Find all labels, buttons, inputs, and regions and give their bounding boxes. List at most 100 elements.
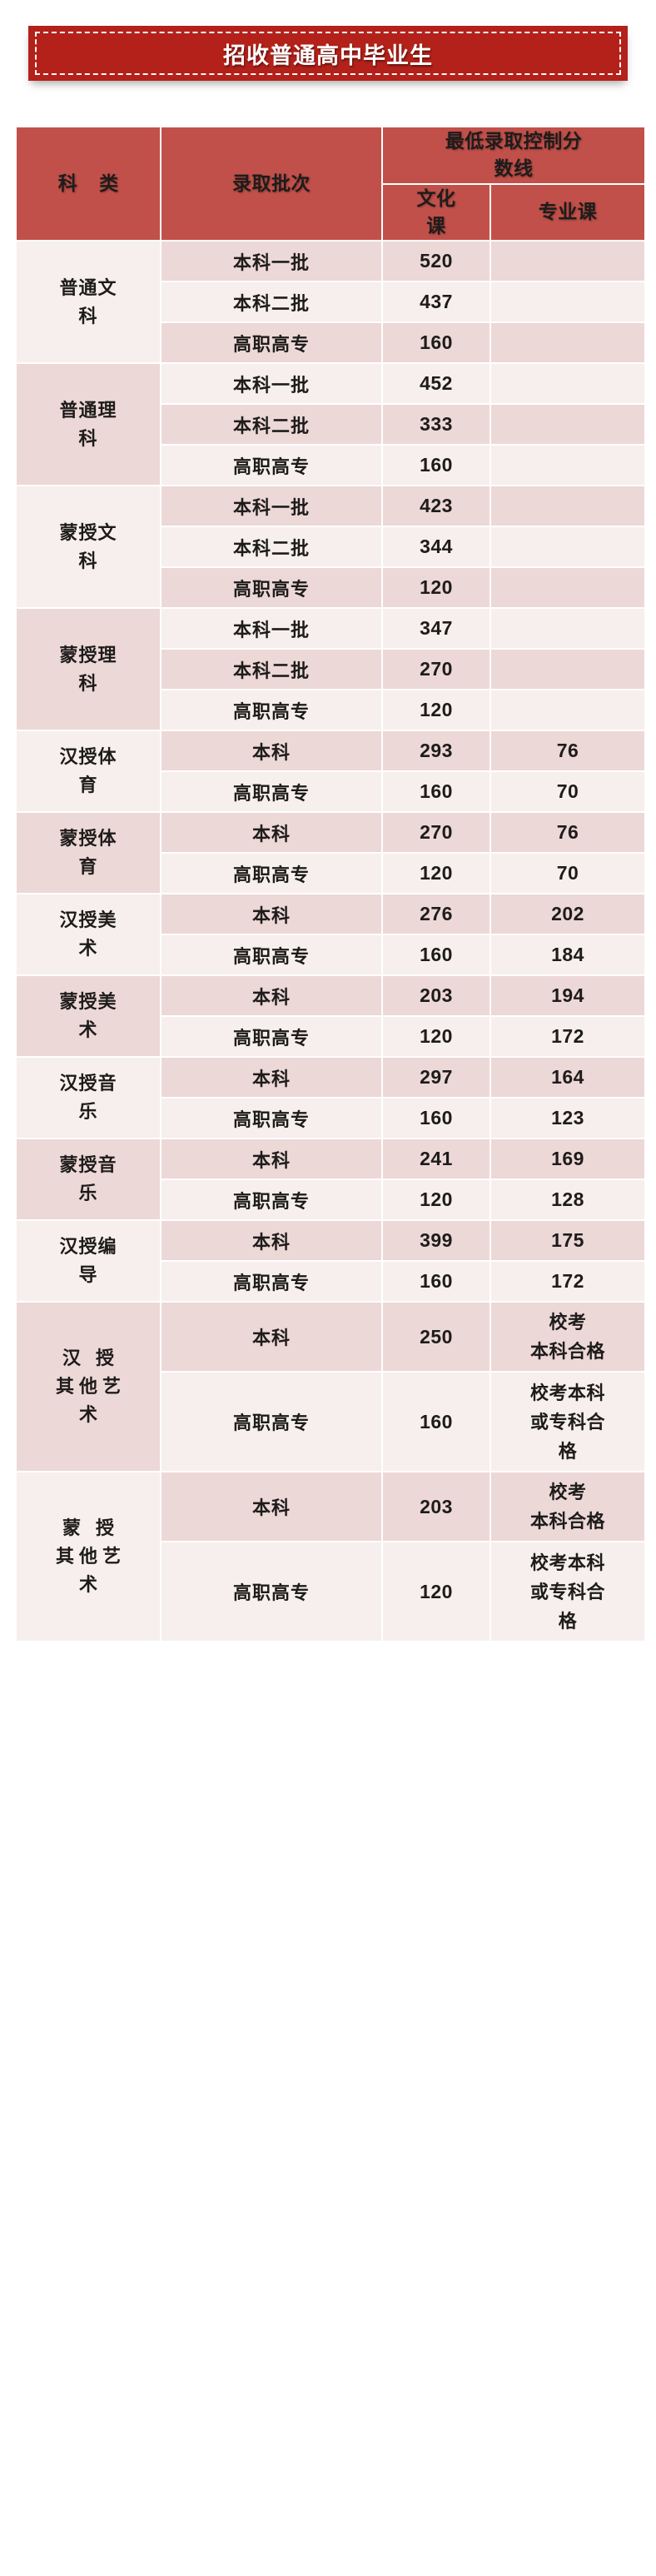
table-row: 蒙授理科本科一批 347 bbox=[17, 609, 644, 730]
category-cell: 汉授体育 bbox=[17, 731, 160, 812]
culture-score-cell: 160 bbox=[383, 446, 490, 486]
batch-cell: 本科 bbox=[162, 1221, 381, 1261]
table-body: 普通文科本科一批 520 本科二批 437 高职高专 160 普通理科本科一批 452 本科二批… bbox=[17, 242, 644, 1642]
culture-score-cell: 120 bbox=[383, 1180, 490, 1220]
category-cell: 蒙 授其他艺术 bbox=[17, 1472, 160, 1642]
category-label-line: 普通理 bbox=[59, 399, 117, 421]
category-label-line: 汉授编 bbox=[59, 1236, 117, 1258]
category-label-line: 汉授音 bbox=[59, 1073, 117, 1094]
category-label-line: 蒙授文 bbox=[59, 521, 117, 543]
category-cell: 普通文科 bbox=[17, 242, 160, 363]
page-title: 招收普通高中毕业生 bbox=[223, 42, 433, 68]
major-score-cell bbox=[491, 364, 644, 404]
batch-cell: 高职高专 bbox=[162, 1180, 381, 1220]
category-label-line: 科 bbox=[78, 550, 98, 571]
header-row-2: 文化 课 专业课 bbox=[17, 184, 644, 241]
header-score-group-line1: 最低录取控制分 bbox=[445, 130, 583, 152]
table-row: 普通文科本科一批 520 bbox=[17, 242, 644, 363]
banner-dashed-frame: 招收普通高中毕业生 bbox=[35, 32, 621, 75]
category-label-line: 蒙授音 bbox=[59, 1154, 117, 1176]
major-score-cell bbox=[491, 486, 644, 526]
category-label-line: 术 bbox=[78, 938, 98, 959]
batch-cell: 本科一批 bbox=[162, 242, 381, 282]
culture-score-cell: 120 bbox=[383, 690, 490, 730]
banner-container: 招收普通高中毕业生 bbox=[0, 0, 656, 81]
category-cell: 蒙授体育 bbox=[17, 813, 160, 894]
batch-cell: 本科一批 bbox=[162, 609, 381, 649]
category-label-line: 育 bbox=[78, 856, 98, 878]
score-table-container: 科 类 录取批次 最低录取控制分 数线 文化 课 专业课 普通文科本科一批 520… bbox=[0, 81, 656, 1664]
table-header: 科 类 录取批次 最低录取控制分 数线 文化 课 专业课 bbox=[17, 127, 644, 241]
batch-cell: 高职高专 bbox=[162, 1262, 381, 1302]
table-row: 高职高专 160 123 bbox=[17, 1099, 644, 1139]
batch-cell: 本科 bbox=[162, 731, 381, 771]
table-row: 汉授编导本科 399 175 bbox=[17, 1221, 644, 1302]
category-label-line: 术 bbox=[78, 1574, 102, 1596]
culture-score-cell: 437 bbox=[383, 282, 490, 322]
batch-cell: 本科 bbox=[162, 976, 381, 1016]
header-score-group: 最低录取控制分 数线 bbox=[383, 127, 644, 183]
major-label-line: 格 bbox=[558, 1610, 578, 1632]
header-major-score: 专业课 bbox=[491, 184, 644, 241]
batch-cell: 本科 bbox=[162, 813, 381, 853]
culture-score-cell: 423 bbox=[383, 486, 490, 526]
major-score-cell: 校考 本科合格 bbox=[491, 1303, 644, 1372]
header-row-1: 科 类 录取批次 最低录取控制分 数线 bbox=[17, 127, 644, 241]
category-label-line: 蒙 授 bbox=[62, 1517, 120, 1539]
major-score-cell bbox=[491, 242, 644, 282]
culture-score-cell: 120 bbox=[383, 1542, 490, 1642]
table-row: 高职高专 160 bbox=[17, 323, 644, 363]
major-score-cell bbox=[491, 650, 644, 690]
culture-score-cell: 160 bbox=[383, 1262, 490, 1302]
category-label-line: 汉授体 bbox=[59, 746, 117, 768]
category-cell: 汉 授其他艺术 bbox=[17, 1303, 160, 1472]
category-label-line: 汉 授 bbox=[62, 1348, 120, 1369]
table-row: 高职高专 120 校考本科 或专科合格 bbox=[17, 1542, 644, 1642]
culture-score-cell: 520 bbox=[383, 242, 490, 282]
category-label-line: 蒙授体 bbox=[59, 828, 117, 850]
table-row: 汉授体育本科 293 76 bbox=[17, 731, 644, 812]
category-label-line: 科 bbox=[78, 427, 98, 449]
category-label-line: 其他艺 bbox=[55, 1546, 126, 1567]
category-label-line: 术 bbox=[78, 1019, 98, 1041]
culture-score-cell: 160 bbox=[383, 935, 490, 975]
header-score-group-line2: 数线 bbox=[494, 157, 534, 180]
batch-cell: 本科 bbox=[162, 1303, 381, 1372]
table-row: 本科二批 270 bbox=[17, 650, 644, 690]
major-score-cell: 172 bbox=[491, 1262, 644, 1302]
major-label-line: 或专科合 bbox=[529, 1581, 605, 1602]
category-cell: 汉授美术 bbox=[17, 894, 160, 975]
category-label-line: 蒙授理 bbox=[59, 644, 117, 665]
batch-cell: 高职高专 bbox=[162, 1373, 381, 1472]
major-label-line: 格 bbox=[558, 1440, 578, 1462]
category-label-line: 术 bbox=[78, 1404, 102, 1426]
culture-score-cell: 203 bbox=[383, 1472, 490, 1542]
batch-cell: 高职高专 bbox=[162, 935, 381, 975]
batch-cell: 本科二批 bbox=[162, 282, 381, 322]
batch-cell: 高职高专 bbox=[162, 323, 381, 363]
major-label-line: 或专科合 bbox=[529, 1411, 605, 1432]
culture-score-cell: 120 bbox=[383, 568, 490, 608]
table-row: 高职高专 120 172 bbox=[17, 1017, 644, 1057]
table-row: 高职高专 120 70 bbox=[17, 854, 644, 894]
category-label-line: 蒙授美 bbox=[59, 991, 117, 1013]
major-score-cell: 172 bbox=[491, 1017, 644, 1057]
table-row: 蒙授音乐本科 241 169 bbox=[17, 1139, 644, 1220]
culture-score-cell: 160 bbox=[383, 1099, 490, 1139]
table-row: 高职高专 160 172 bbox=[17, 1262, 644, 1302]
major-score-cell bbox=[491, 282, 644, 322]
batch-cell: 本科一批 bbox=[162, 486, 381, 526]
batch-cell: 本科 bbox=[162, 1139, 381, 1179]
table-row: 高职高专 160 184 bbox=[17, 935, 644, 975]
category-label-line: 育 bbox=[78, 775, 98, 796]
table-row: 高职高专 120 bbox=[17, 568, 644, 608]
header-batch: 录取批次 bbox=[162, 127, 381, 241]
table-row: 高职高专 160 bbox=[17, 446, 644, 486]
batch-cell: 本科二批 bbox=[162, 650, 381, 690]
batch-cell: 高职高专 bbox=[162, 446, 381, 486]
table-row: 本科二批 333 bbox=[17, 405, 644, 445]
culture-score-cell: 452 bbox=[383, 364, 490, 404]
major-score-cell: 164 bbox=[491, 1058, 644, 1098]
table-row: 蒙 授其他艺术本科 203 校考 本科合格 bbox=[17, 1472, 644, 1642]
culture-score-cell: 160 bbox=[383, 772, 490, 812]
